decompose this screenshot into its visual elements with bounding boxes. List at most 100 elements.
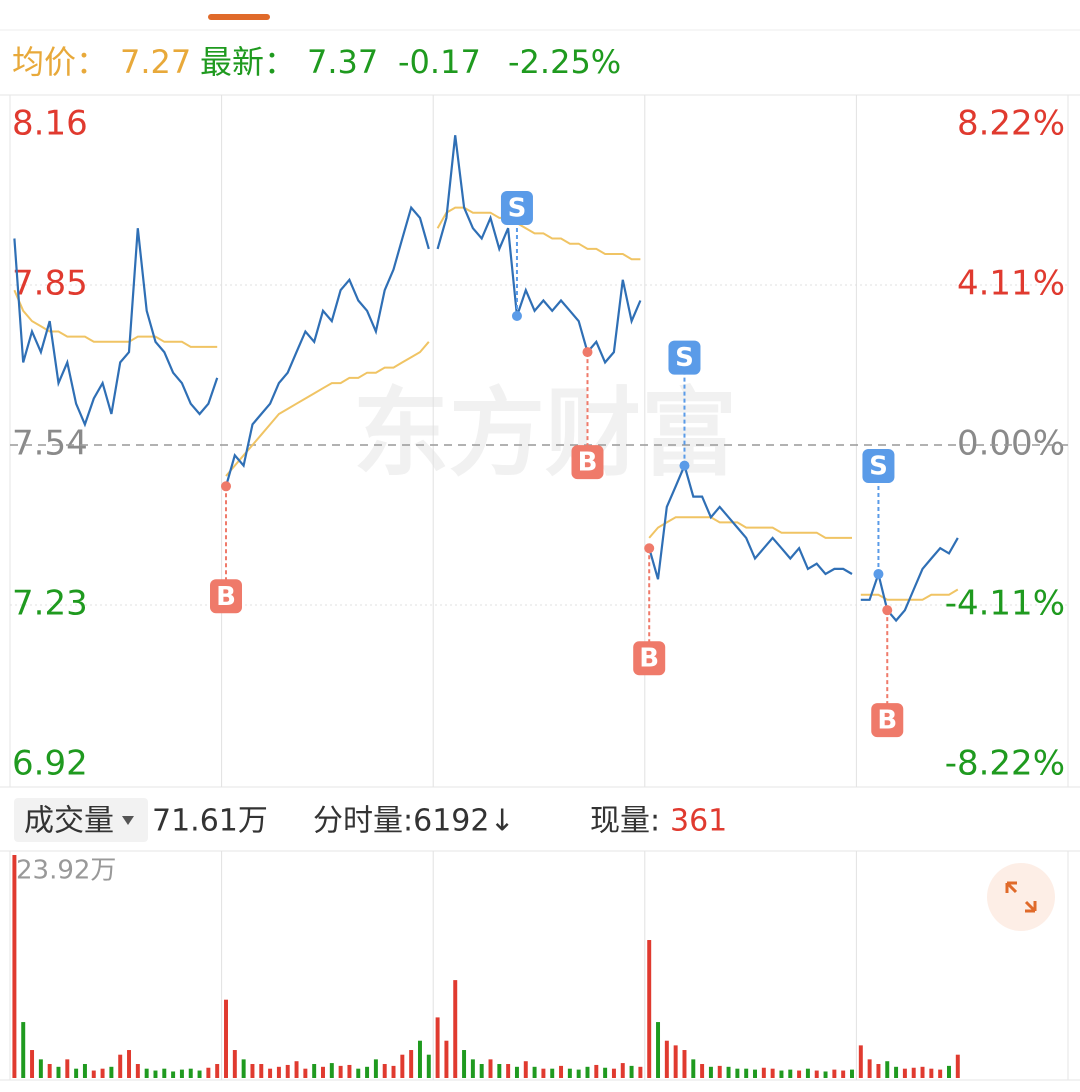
volume-bar bbox=[497, 1064, 502, 1078]
volume-bar bbox=[444, 1040, 449, 1078]
volume-bar bbox=[726, 1066, 731, 1078]
volume-bar bbox=[12, 855, 17, 1078]
volume-bar bbox=[594, 1064, 599, 1078]
volume-bar bbox=[647, 940, 652, 1078]
volume-bar bbox=[779, 1070, 784, 1078]
volume-bar bbox=[567, 1068, 572, 1078]
volume-menu[interactable] bbox=[14, 798, 148, 842]
volume-bar bbox=[373, 1059, 378, 1078]
change: -0.17 bbox=[398, 43, 481, 81]
volume-bar bbox=[850, 1069, 854, 1078]
volume-bar bbox=[638, 1066, 643, 1078]
volume-bar bbox=[708, 1066, 713, 1078]
volume-bar bbox=[753, 1069, 757, 1078]
watermark: 东方财富 bbox=[353, 377, 737, 489]
volume-bar bbox=[303, 1068, 308, 1078]
volume-bar bbox=[920, 1066, 925, 1078]
change-pct: -2.25% bbox=[508, 43, 621, 81]
signal-point bbox=[679, 460, 690, 471]
volume-header: 成交量 71.61万 分时量:6192↓ 现量: 361 bbox=[24, 804, 727, 839]
volume-bar bbox=[761, 1067, 766, 1078]
signal-label: B bbox=[216, 582, 236, 612]
volume-bar bbox=[47, 1064, 52, 1078]
info-row: 均价： 7.27 最新： 7.37 -0.17 -2.25% bbox=[12, 43, 621, 81]
avg-line bbox=[225, 341, 430, 477]
avg-line bbox=[436, 206, 641, 261]
volume-bar bbox=[127, 1050, 132, 1078]
signal-badge bbox=[571, 445, 604, 480]
volume-bar bbox=[814, 1070, 819, 1078]
volume-bar bbox=[673, 1045, 678, 1078]
volume-bar bbox=[691, 1059, 696, 1078]
volume-bar bbox=[82, 1064, 87, 1078]
volume-bar bbox=[417, 1040, 422, 1078]
signal-point bbox=[644, 543, 655, 554]
volume-bar bbox=[664, 1040, 669, 1078]
volume-bar bbox=[426, 1054, 431, 1078]
volume-bar bbox=[744, 1068, 749, 1078]
volume-bar bbox=[206, 1067, 211, 1078]
avg-price: 7.27 bbox=[120, 43, 191, 81]
volume-bar bbox=[876, 1064, 881, 1078]
volume-bar bbox=[805, 1068, 810, 1078]
y2-tick-label: -8.22% bbox=[945, 744, 1065, 784]
volume-bar bbox=[523, 1061, 528, 1078]
volume-bar bbox=[788, 1069, 793, 1078]
volume-bar bbox=[259, 1064, 264, 1078]
volume-bar bbox=[700, 1064, 705, 1078]
volume-bar bbox=[797, 1070, 802, 1078]
volume-menu-label[interactable]: 成交量 bbox=[24, 804, 114, 839]
volume-bar bbox=[268, 1068, 273, 1078]
volume-bar bbox=[858, 1045, 863, 1078]
volume-bar bbox=[823, 1071, 828, 1078]
volume-bar bbox=[118, 1054, 123, 1078]
y-tick-label: 8.16 bbox=[12, 104, 88, 144]
volume-bar bbox=[100, 1068, 105, 1078]
volume-bar bbox=[285, 1064, 290, 1078]
signal-point bbox=[582, 347, 593, 358]
plot: 6.92 7.23 7.54 7.85 8.16 -8.22% -4.11% 0.00% 4.1… bbox=[10, 95, 1068, 1080]
volume-bar bbox=[611, 1068, 616, 1078]
volume-bar bbox=[91, 1070, 96, 1078]
expand-icon bbox=[1005, 881, 1037, 913]
volume-bar bbox=[197, 1070, 202, 1078]
signal-point bbox=[221, 481, 232, 492]
volume-bar bbox=[550, 1068, 555, 1078]
volume-bar bbox=[532, 1066, 537, 1078]
volume-bar bbox=[30, 1050, 35, 1078]
signal-badge bbox=[210, 579, 243, 614]
volume-bar bbox=[188, 1068, 193, 1078]
volume-bar bbox=[479, 1064, 484, 1078]
current-volume-label: 现量: bbox=[590, 804, 660, 839]
volume-bar bbox=[462, 1050, 467, 1078]
signal-point bbox=[873, 569, 884, 580]
volume-bar bbox=[603, 1067, 608, 1078]
volume-bar bbox=[241, 1059, 246, 1078]
signal-point bbox=[511, 310, 522, 321]
expand-circle[interactable] bbox=[987, 863, 1055, 931]
volume-bar bbox=[488, 1059, 493, 1078]
signal-label: B bbox=[578, 448, 598, 478]
avg-line bbox=[13, 289, 218, 348]
volume-bar bbox=[391, 1065, 396, 1078]
signal-badge bbox=[500, 190, 533, 225]
volume-bar bbox=[841, 1070, 846, 1078]
tab-indicator bbox=[208, 14, 270, 20]
volume-bar bbox=[400, 1054, 405, 1078]
volume-tick-label: 23.92万 bbox=[16, 856, 116, 886]
volume-bar bbox=[770, 1068, 775, 1078]
volume-bar bbox=[321, 1066, 325, 1078]
volume-bar bbox=[171, 1071, 176, 1078]
volume-bar bbox=[135, 1064, 140, 1078]
signal-badge bbox=[871, 703, 904, 738]
volume-bar bbox=[506, 1064, 511, 1078]
volume-bar bbox=[541, 1068, 546, 1078]
expand-button[interactable] bbox=[987, 863, 1055, 931]
volume-bar bbox=[514, 1066, 519, 1078]
volume-bar bbox=[902, 1068, 907, 1078]
volume-total: 71.61万 bbox=[152, 804, 268, 839]
avg-line bbox=[648, 516, 852, 539]
signal-label: S bbox=[508, 193, 527, 223]
signal-label: S bbox=[869, 452, 888, 482]
